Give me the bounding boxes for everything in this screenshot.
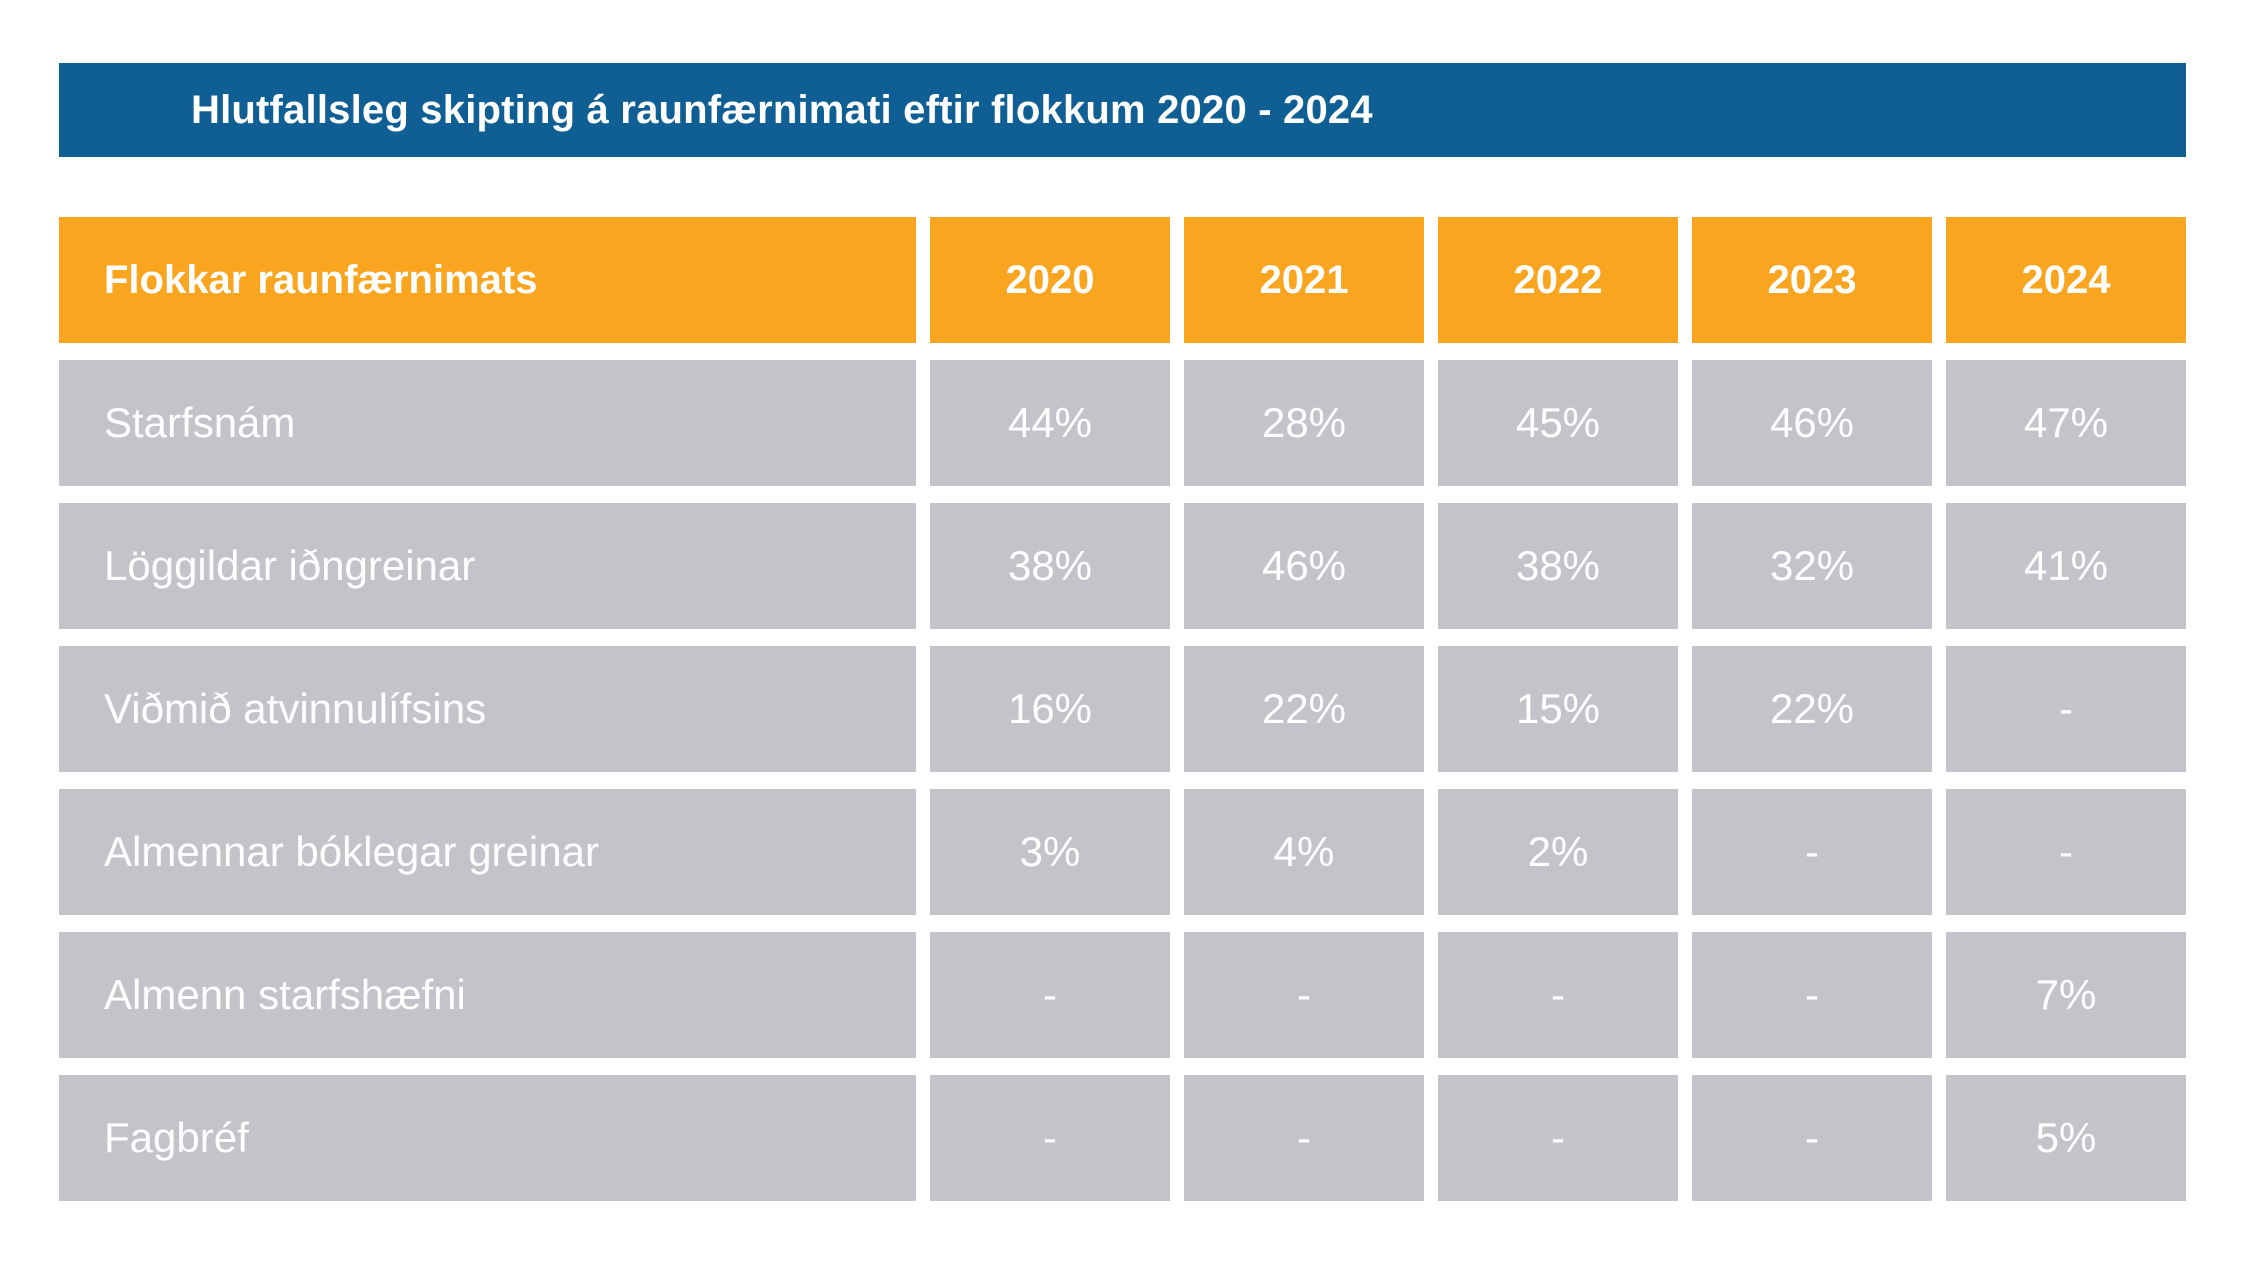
value-cell: 7% xyxy=(1946,932,2186,1058)
value-cell: 22% xyxy=(1692,646,1932,772)
value-cell: 38% xyxy=(930,503,1170,629)
value-cell: 32% xyxy=(1692,503,1932,629)
value-cell: 2% xyxy=(1438,789,1678,915)
value-cell: - xyxy=(1184,1075,1424,1201)
value-cell: 28% xyxy=(1184,360,1424,486)
header-year-2022: 2022 xyxy=(1438,217,1678,343)
title-bar: Hlutfallsleg skipting á raunfærnimati ef… xyxy=(59,63,2186,157)
row-label: Fagbréf xyxy=(59,1075,916,1201)
row-label: Starfsnám xyxy=(59,360,916,486)
value-cell: 22% xyxy=(1184,646,1424,772)
row-label: Almenn starfshæfni xyxy=(59,932,916,1058)
header-year-2023: 2023 xyxy=(1692,217,1932,343)
value-cell: - xyxy=(1692,789,1932,915)
header-year-2024: 2024 xyxy=(1946,217,2186,343)
value-cell: 15% xyxy=(1438,646,1678,772)
value-cell: 16% xyxy=(930,646,1170,772)
value-cell: 4% xyxy=(1184,789,1424,915)
header-year-2021: 2021 xyxy=(1184,217,1424,343)
value-cell: 45% xyxy=(1438,360,1678,486)
value-cell: 41% xyxy=(1946,503,2186,629)
row-label: Viðmið atvinnulífsins xyxy=(59,646,916,772)
value-cell: - xyxy=(1438,1075,1678,1201)
value-cell: 5% xyxy=(1946,1075,2186,1201)
value-cell: - xyxy=(1692,1075,1932,1201)
row-label: Löggildar iðngreinar xyxy=(59,503,916,629)
value-cell: 47% xyxy=(1946,360,2186,486)
value-cell: 44% xyxy=(930,360,1170,486)
value-cell: - xyxy=(1946,646,2186,772)
value-cell: - xyxy=(1438,932,1678,1058)
value-cell: 46% xyxy=(1184,503,1424,629)
data-table: Flokkar raunfærnimats 2020 2021 2022 202… xyxy=(59,217,2186,1201)
value-cell: - xyxy=(1692,932,1932,1058)
value-cell: 38% xyxy=(1438,503,1678,629)
value-cell: - xyxy=(1946,789,2186,915)
value-cell: 3% xyxy=(930,789,1170,915)
value-cell: - xyxy=(1184,932,1424,1058)
row-label: Almennar bóklegar greinar xyxy=(59,789,916,915)
value-cell: - xyxy=(930,1075,1170,1201)
value-cell: 46% xyxy=(1692,360,1932,486)
header-year-2020: 2020 xyxy=(930,217,1170,343)
header-category: Flokkar raunfærnimats xyxy=(59,217,916,343)
page-title: Hlutfallsleg skipting á raunfærnimati ef… xyxy=(191,87,1373,132)
value-cell: - xyxy=(930,932,1170,1058)
